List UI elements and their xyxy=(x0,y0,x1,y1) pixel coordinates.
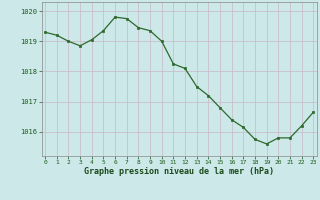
X-axis label: Graphe pression niveau de la mer (hPa): Graphe pression niveau de la mer (hPa) xyxy=(84,167,274,176)
